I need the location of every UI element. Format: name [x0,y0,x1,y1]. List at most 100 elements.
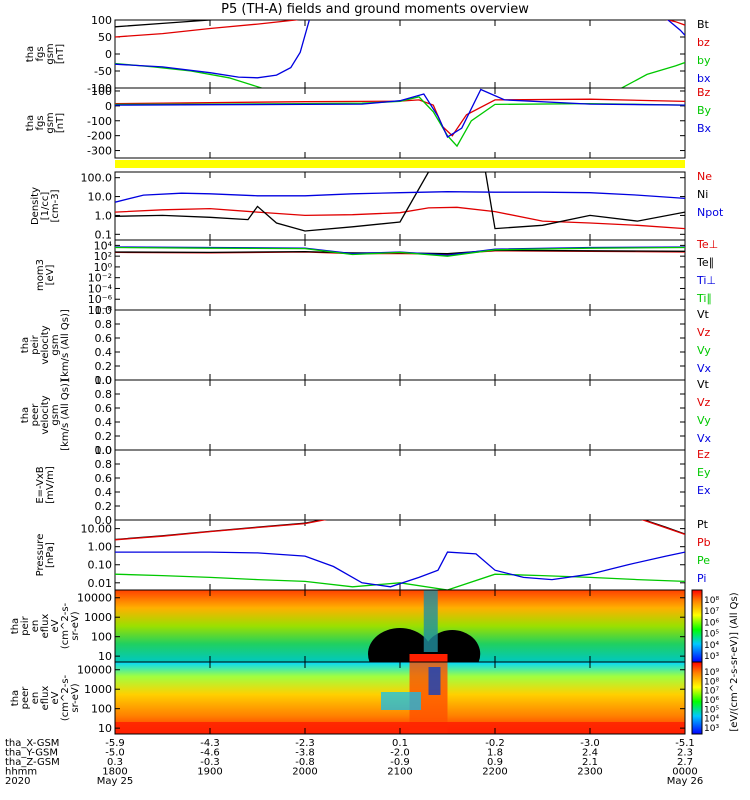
x-tick-label: -3.8 [295,748,315,759]
y-tick-label: 0.2 [95,360,113,373]
y-tick-label: 0 [105,48,112,61]
y-tick-label: 0.8 [95,388,113,401]
x-tick-label: -0.9 [390,757,410,768]
y-axis-label: (cm^2-s- [60,602,71,649]
y-tick-label: 0.01 [88,577,113,590]
y-tick-label: 0.6 [95,402,113,415]
y-tick-label: -100 [87,82,112,95]
colorbar-tick-label: 10³ [704,652,719,662]
x-tick-label: May 26 [667,776,704,787]
legend-label: by [697,54,711,67]
y-axis-label: [mV/m] [45,466,56,504]
x-tick-label: -5.0 [105,748,125,759]
legend-label: Vx [697,432,712,445]
x-tick-label: -4.3 [200,738,220,749]
series-line-Pe [115,573,685,590]
colorbar-tick-label: 10⁹ [704,668,719,678]
y-tick-label: 10⁻⁴ [88,282,113,295]
x-row-label: 2020 [5,776,30,787]
y-axis-label: peer [20,686,31,710]
series-line-Bx [115,88,685,139]
y-tick-label: 1000 [84,683,112,696]
legend-label: Vt [697,378,710,391]
colorbar-tick-label: 10⁴ [704,641,719,651]
y-axis-label: eflux [40,686,51,711]
panel-frame [114,449,686,521]
series-line-Bt [115,20,685,28]
y-axis-label: [km/s (All Qs)] [60,309,71,381]
legend-label: Ey [697,466,711,479]
y-axis-label: tha [10,618,21,634]
y-axis-label: velocity [40,325,51,364]
y-tick-label: 100 [91,85,112,98]
colorbar-tick-label: 10⁶ [704,618,719,628]
panel-2: 100 0 -100 -200 -300 tha fgs gsm [nT] Bz By Bx [25,85,712,159]
y-tick-label: 0.0 [95,374,113,387]
legend-label: Vy [697,414,711,427]
colorbar [691,589,703,663]
legend-label: Pt [697,518,709,531]
legend-label: Te∥ [696,256,714,269]
legend-label: Ez [697,448,710,461]
y-tick-label: 10⁻⁶ [88,293,113,306]
panel-frame [114,19,686,89]
legend-label: Ti⊥ [696,274,716,287]
y-tick-label: -50 [94,65,112,78]
x-tick-label: 1800 [102,767,127,778]
y-tick-label: 10.00 [81,523,113,536]
y-tick-label: 0.0 [95,514,113,527]
y-tick-label: 1.0 [95,209,113,222]
y-tick-label: -100 [87,115,112,128]
y-tick-label: 10⁰ [94,261,113,274]
series-line-Ne [115,206,685,230]
series-line-by [115,61,685,88]
y-axis-label: Pressure [35,534,46,577]
y-tick-label: 0.10 [88,559,113,572]
legend-label: Ti∥ [696,292,712,305]
series-line-bx [115,20,685,79]
legend-label: Vx [697,362,712,375]
x-tick-label: 2300 [577,767,602,778]
x-tick-label: 0000 [672,767,697,778]
spectrogram-feature [381,692,421,710]
y-axis-label: [nT] [55,113,66,133]
y-tick-label: 1.0 [95,374,113,387]
y-tick-label: 100 [91,631,112,644]
colorbar-tick-label: 10⁶ [704,696,719,706]
y-tick-label: 0.8 [95,458,113,471]
series-group [115,172,685,232]
x-tick-label: -5.1 [675,738,695,749]
x-tick-label: 1.8 [487,748,503,759]
y-axis-label: fgs [35,46,46,61]
legend-label: Bx [697,122,712,135]
panel-8: 10.00 1.00 0.10 0.01 Pressure [nPa] Pt Pb Pe Pi [35,518,711,591]
y-axis-label: Density [30,187,41,225]
y-axis-label: [cm-3] [50,189,61,222]
legend-label: Vz [697,396,711,409]
y-tick-label: 0.6 [95,472,113,485]
spectrogram-feature [409,654,448,662]
y-tick-label: 0.1 [95,228,113,241]
y-axis-label: sr-eV) [70,683,81,712]
spectrogram-feature [428,667,441,695]
colorbar-tick-label: 10⁸ [704,596,719,606]
y-axis-label: peir [30,334,41,354]
x-axis-labels: [eV/(cm^2-s-sr-eV)] (All Qs) tha_X-GSM -5.… [5,592,740,787]
y-axis-label: tha [20,337,31,353]
y-axis-label: tha [25,46,36,62]
x-row-label: tha_Z-GSM [5,757,60,768]
y-tick-label: 100 [91,703,112,716]
y-tick-label: 1.0 [95,444,113,457]
legend-label: Bt [697,18,710,31]
series-line-Ni [115,172,685,232]
colorbar-tick-label: 10⁷ [704,687,719,697]
x-tick-label: -0.3 [200,757,220,768]
y-axis-label: eV [50,619,61,632]
y-tick-label: 10 [98,722,112,735]
legend-label: Bz [697,86,711,99]
page-title: P5 (TH-A) fields and ground moments over… [221,2,529,17]
series-line-bz [115,20,685,38]
y-tick-label: 10.0 [88,191,113,204]
legend-label: Ne [697,170,712,183]
